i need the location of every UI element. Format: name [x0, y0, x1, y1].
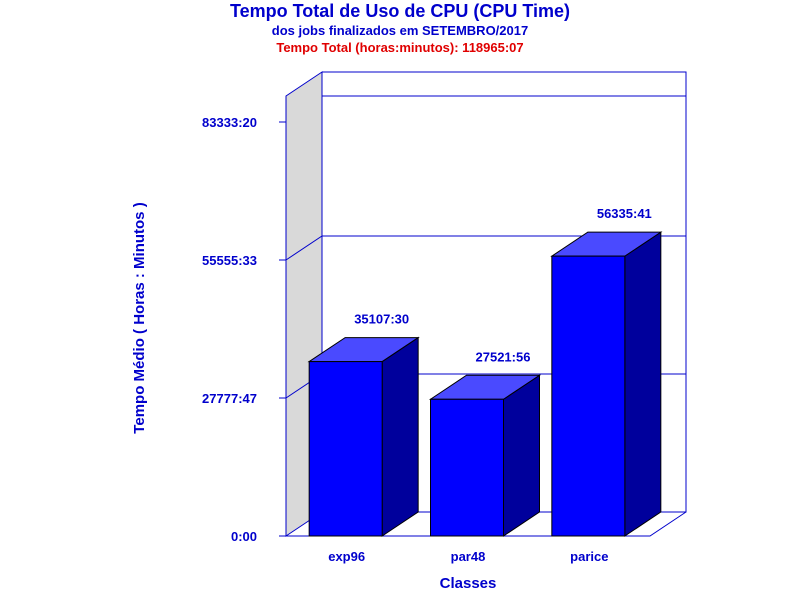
y-tick-label: 83333:20 [202, 115, 257, 130]
bar-value-label: 56335:41 [597, 206, 652, 221]
x-tick-label: parice [570, 549, 608, 564]
bar-front [430, 398, 504, 537]
bars: 35107:30 27521:56 56335:41 [307, 206, 663, 537]
bar-value-label: 27521:56 [476, 349, 531, 364]
bar-value-label: 35107:30 [354, 312, 409, 327]
bar-front [551, 255, 626, 537]
total-time-label: Tempo Total (horas:minutos): 118965:07 [276, 40, 523, 55]
x-tick-label: exp96 [328, 549, 365, 564]
bar-side [381, 336, 419, 537]
y-tick-label: 55555:33 [202, 253, 257, 268]
x-axis-title: Classes [440, 575, 497, 592]
bar-exp96: 35107:30 [307, 312, 420, 537]
bar-front [308, 361, 383, 537]
bar-par48: 27521:56 [428, 349, 542, 537]
bar-parice: 56335:41 [550, 206, 663, 537]
y-tick-label: 27777:47 [202, 391, 257, 406]
y-axis: 0:00 27777:47 55555:33 83333:20 [202, 115, 286, 544]
x-axis: exp96 par48 parice [328, 549, 608, 564]
bar-side [503, 374, 540, 537]
y-axis-title: Tempo Médio ( Horas : Minutos ) [131, 202, 148, 433]
bar-side [624, 231, 662, 537]
y-tick-label: 0:00 [231, 529, 257, 544]
gridline [285, 235, 686, 261]
chart-title: Tempo Total de Uso de CPU (CPU Time) [230, 1, 570, 21]
floor-edge [286, 511, 687, 537]
x-tick-label: par48 [451, 549, 486, 564]
chart-subtitle: dos jobs finalizados em SETEMBRO/2017 [272, 23, 528, 38]
